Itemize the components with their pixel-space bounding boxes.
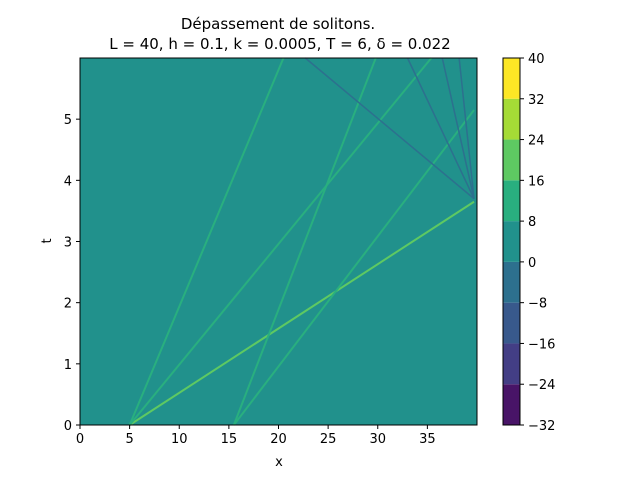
colorbar-tick-label: 0 (528, 256, 536, 271)
colorbar-tick-label: 32 (528, 93, 545, 108)
plot-area (80, 58, 477, 425)
colorbar: −32 −24 −16 −8 0 8 16 24 32 40 (502, 52, 555, 434)
soliton-line (128, 57, 433, 426)
chart-title: Dépassement de solitons. L = 40, h = 0.1… (109, 15, 450, 53)
chart-title-line: Dépassement de solitons. (181, 15, 375, 33)
y-tick-label: 3 (64, 236, 72, 251)
colorbar-tick-label: 16 (528, 174, 545, 189)
x-tick-label: 15 (221, 432, 238, 447)
soliton-line (128, 57, 285, 426)
colorbar-border (502, 57, 521, 426)
colorbar-band (503, 221, 520, 262)
colorbar-band (503, 58, 520, 99)
y-axis: 0 1 2 3 4 5 (64, 113, 80, 434)
radiation-line (406, 57, 475, 200)
x-tick-label: 5 (125, 432, 133, 447)
x-tick-label: 35 (419, 432, 436, 447)
radiation-line (458, 57, 475, 199)
x-tick-label: 25 (320, 432, 337, 447)
x-tick-label: 10 (171, 432, 188, 447)
colorbar-band (503, 343, 520, 385)
chart-subtitle-line: L = 40, h = 0.1, k = 0.0005, T = 6, δ = … (109, 35, 450, 53)
y-tick-label: 4 (64, 174, 72, 189)
y-tick-label: 0 (64, 419, 72, 434)
x-tick-label: 0 (76, 432, 84, 447)
colorbar-band (503, 98, 520, 140)
contour-features (128, 57, 475, 426)
x-axis-label: x (275, 455, 283, 470)
colorbar-tick-label: −32 (528, 419, 555, 434)
radiation-line (304, 57, 475, 200)
colorbar-tick-label: 8 (528, 215, 536, 230)
colorbar-band (503, 384, 520, 425)
colorbar-band (503, 261, 520, 303)
colorbar-tick-label: 40 (528, 52, 545, 67)
soliton-line (232, 57, 377, 426)
colorbar-band (503, 302, 520, 344)
y-axis-label: t (40, 238, 55, 243)
contour-background (80, 58, 477, 425)
colorbar-band (503, 180, 520, 222)
radiation-line (441, 57, 475, 199)
soliton-line (233, 109, 475, 426)
y-tick-label: 1 (64, 358, 72, 373)
colorbar-band (503, 139, 520, 181)
y-tick-label: 2 (64, 297, 72, 312)
colorbar-tick-label: 24 (528, 134, 545, 149)
x-axis: 0 5 10 15 20 25 30 35 (76, 425, 436, 447)
colorbar-tick-label: −24 (528, 378, 555, 393)
x-tick-label: 30 (369, 432, 386, 447)
x-tick-label: 20 (270, 432, 287, 447)
colorbar-tick-label: −8 (528, 297, 547, 312)
soliton-line (129, 200, 475, 426)
y-tick-label: 5 (64, 113, 72, 128)
colorbar-tick-label: −16 (528, 337, 555, 352)
